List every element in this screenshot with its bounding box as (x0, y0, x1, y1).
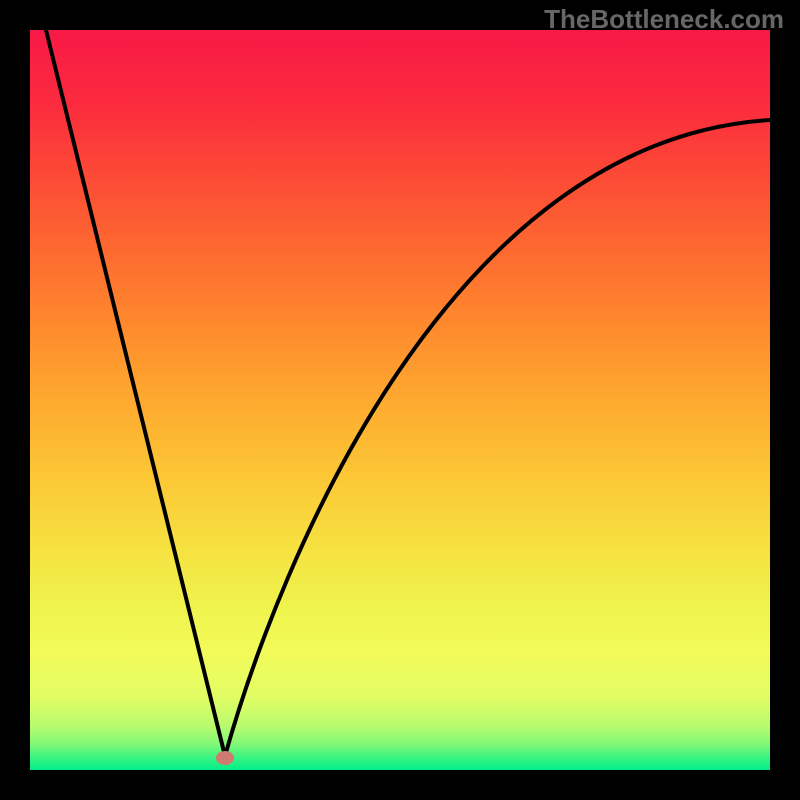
min-marker (216, 751, 234, 765)
curve-path (46, 30, 770, 756)
plot-area (30, 30, 770, 770)
watermark-text: TheBottleneck.com (544, 4, 784, 35)
bottleneck-curve (30, 30, 770, 770)
